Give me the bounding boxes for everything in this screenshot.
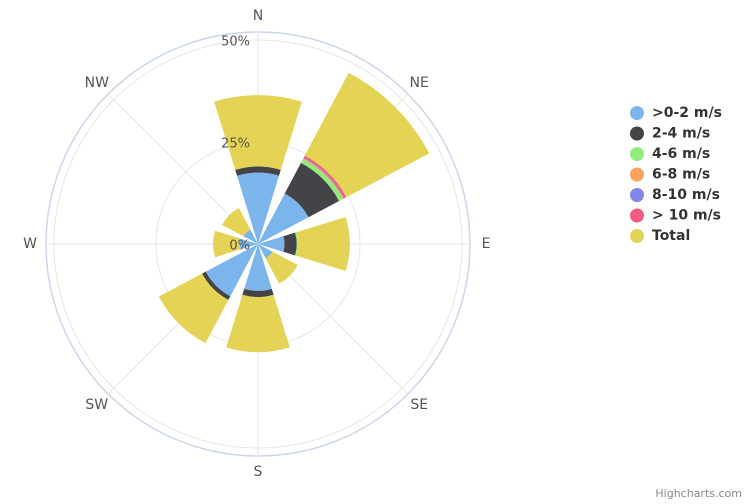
sector	[258, 236, 285, 252]
credits: Highcharts.com	[655, 487, 742, 500]
category-label: N	[253, 8, 263, 24]
legend-symbol	[630, 106, 644, 120]
sector	[235, 166, 281, 176]
legend-label: >0-2 m/s	[652, 105, 722, 121]
legend-label: > 10 m/s	[652, 208, 721, 224]
legend-symbol	[630, 147, 644, 161]
category-label: W	[23, 236, 37, 252]
sector	[213, 230, 241, 258]
sector	[244, 244, 272, 291]
sector	[242, 288, 274, 298]
legend-label: Total	[652, 228, 690, 244]
category-label: S	[254, 464, 263, 480]
sector	[158, 273, 229, 344]
sector	[243, 229, 258, 244]
legend-symbol	[630, 188, 644, 202]
y-tick-label: 0%	[229, 239, 250, 254]
category-label: NE	[410, 75, 429, 91]
legend-symbol	[630, 229, 644, 243]
sector	[221, 207, 251, 237]
sector	[202, 271, 231, 300]
category-label: NW	[85, 75, 109, 91]
category-label: SE	[410, 397, 428, 413]
category-label: E	[482, 236, 491, 252]
grid-circle	[53, 39, 463, 449]
legend-label: 4-6 m/s	[652, 146, 710, 162]
sector	[295, 232, 298, 256]
sector	[300, 159, 343, 202]
legend-label: 8-10 m/s	[652, 187, 720, 203]
sector	[284, 162, 340, 218]
legend-symbol	[630, 126, 644, 141]
category-label: SW	[85, 397, 108, 413]
sector	[304, 72, 430, 198]
sector	[258, 193, 309, 244]
y-tick-label: 50%	[221, 35, 250, 50]
legend-label: 2-4 m/s	[652, 126, 710, 142]
sector	[226, 294, 290, 353]
sector	[237, 172, 279, 244]
legend-label: 6-8 m/s	[652, 167, 710, 183]
legend-symbol	[630, 208, 644, 223]
y-tick-label: 25%	[221, 137, 250, 152]
sector	[283, 232, 297, 256]
sector	[205, 244, 258, 297]
legend-symbol	[630, 167, 644, 182]
sector	[214, 95, 302, 170]
sector	[265, 251, 298, 284]
sector	[296, 217, 350, 271]
sector	[239, 238, 258, 250]
sector	[258, 244, 273, 259]
